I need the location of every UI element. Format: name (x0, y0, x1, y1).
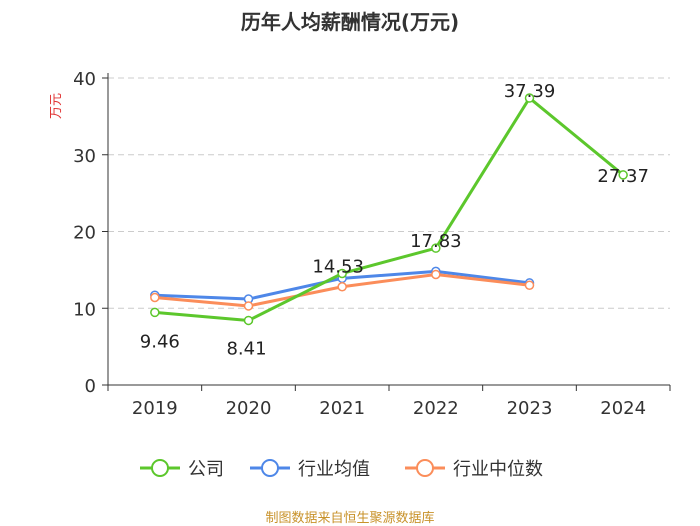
x-tick-label: 2023 (507, 398, 553, 419)
chart-title: 历年人均薪酬情况(万元) (240, 10, 460, 34)
data-point (431, 243, 441, 253)
y-tick-label: 20 (73, 223, 96, 244)
data-label: 14.53 (312, 256, 364, 277)
y-tick-label: 10 (73, 299, 96, 320)
x-tick-label: 2020 (226, 398, 272, 419)
data-point (337, 268, 347, 279)
y-axis-label: 万元 (49, 93, 64, 119)
data-point (243, 301, 254, 311)
x-tick-label: 2022 (413, 398, 459, 419)
data-label: 27.37 (597, 166, 649, 187)
data-label: 17.83 (410, 231, 462, 252)
data-point (524, 280, 535, 290)
legend-marker (416, 459, 434, 477)
data-point (243, 315, 254, 326)
y-tick-label: 0 (85, 376, 96, 397)
y-tick-label: 30 (73, 146, 96, 167)
data-point (150, 307, 160, 318)
data-point (150, 292, 160, 303)
legend-label: 行业中位数 (453, 459, 543, 480)
data-label: 9.46 (140, 331, 180, 352)
x-tick-label: 2024 (600, 398, 646, 419)
data-point (431, 269, 441, 280)
data-point (524, 93, 535, 103)
data-label: 37.39 (504, 81, 556, 102)
series-line-0 (154, 96, 625, 322)
data-label: 8.41 (226, 338, 266, 359)
legend-marker (151, 459, 169, 477)
data-point (618, 170, 628, 180)
y-tick-label: 40 (73, 69, 96, 90)
legend-label: 行业均值 (298, 459, 370, 480)
legend-label: 公司 (188, 459, 224, 480)
data-source-note: 制图数据来自恒生聚源数据库 (265, 511, 435, 526)
legend-marker (261, 459, 279, 477)
x-tick-label: 2021 (319, 398, 365, 419)
data-point (337, 282, 347, 292)
x-tick-label: 2019 (132, 398, 178, 419)
